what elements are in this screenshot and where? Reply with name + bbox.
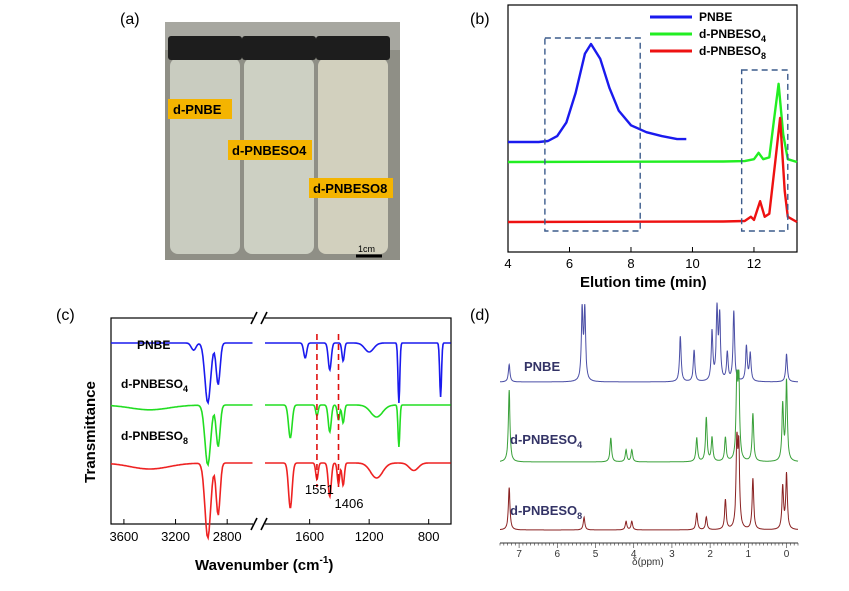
chart-d-series-pnbe bbox=[500, 302, 798, 383]
chart-c-series-d-pnbeso8-right bbox=[265, 462, 451, 509]
photo-label-d-pnbeso8: d-PNBESO8 bbox=[313, 181, 387, 196]
chart-c-annotation-label: 1551 bbox=[305, 482, 334, 497]
chart-d-xtick-label: 5 bbox=[593, 549, 599, 560]
photo-label-d-pnbeso4: d-PNBESO4 bbox=[232, 143, 307, 158]
chart-c-series-pnbe-right bbox=[265, 342, 451, 404]
chart-b-series-d-pnbeso8 bbox=[507, 116, 798, 224]
chart-b-legend-label: d-PNBESO8 bbox=[699, 44, 766, 61]
chart-d-xtick-label: 3 bbox=[669, 549, 675, 560]
chart-d-xtick-label: 0 bbox=[784, 549, 790, 560]
scale-bar-label: 1cm bbox=[358, 244, 375, 254]
chart-b-xtick-label: 6 bbox=[566, 256, 573, 271]
chart-c-break-mark bbox=[260, 311, 268, 325]
chart-b-frame bbox=[507, 4, 798, 253]
chart-c-series-pnbe-left bbox=[111, 342, 253, 406]
chart-d-series-label: PNBE bbox=[524, 359, 560, 374]
chart-d-xtick-label: 2 bbox=[707, 549, 713, 560]
panel-label-d: (d) bbox=[470, 307, 490, 324]
chart-d-series-d-pnbeso8 bbox=[500, 431, 799, 531]
chart-d-xtick-label: 1 bbox=[746, 549, 752, 560]
chart-b-dashed-box bbox=[740, 69, 789, 232]
panel-label-c: (c) bbox=[56, 307, 75, 324]
chart-d-series-d-pnbeso4 bbox=[499, 369, 799, 463]
chart-b-dashed-box bbox=[544, 37, 641, 232]
chart-d-series-label: d-PNBESO8 bbox=[510, 503, 582, 521]
chart-d-series-label: d-PNBESO4 bbox=[510, 432, 582, 450]
panel-label-b: (b) bbox=[470, 11, 490, 28]
chart-c-xtick-label: 1600 bbox=[295, 529, 324, 544]
chart-b-xtick-label: 12 bbox=[747, 256, 761, 271]
chart-d-xtick-label: 7 bbox=[516, 549, 522, 560]
chart-b-legend-label: d-PNBESO4 bbox=[699, 27, 766, 44]
chart-b-xtick-label: 4 bbox=[504, 256, 511, 271]
chart-c-xtick-label: 800 bbox=[418, 529, 440, 544]
chart-c-series-d-pnbeso4-left bbox=[110, 404, 253, 468]
chart-c-series-label: PNBE bbox=[137, 338, 170, 352]
vial-photo: d-PNBE d-PNBESO4 d-PNBESO8 1cm bbox=[165, 22, 400, 260]
chart-d-xlabel: δ(ppm) bbox=[632, 557, 664, 568]
chart-c-break-gap-top bbox=[253, 314, 265, 322]
chart-c-break-mark bbox=[260, 517, 268, 531]
chart-c-ylabel: Transmittance bbox=[82, 381, 99, 483]
chart-c-xlabel: Wavenumber (cm-1) bbox=[195, 555, 333, 574]
chart-d-xtick-label: 4 bbox=[631, 549, 637, 560]
chart-ftir: 3600 3200 2800 1600 1200 800 PNBE d-PNBESO4 d-PN… bbox=[109, 311, 452, 544]
chart-b-legend-label: PNBE bbox=[699, 10, 732, 24]
chart-c-series-label: d-PNBESO8 bbox=[121, 429, 188, 446]
chart-b-xtick-label: 10 bbox=[685, 256, 699, 271]
chart-c-annotation-label: 1406 bbox=[335, 496, 364, 511]
chart-d-xtick-label: 6 bbox=[555, 549, 561, 560]
chart-c-frame bbox=[110, 317, 452, 525]
chart-b-series-d-pnbeso4 bbox=[507, 82, 798, 164]
chart-c-xtick-label: 3200 bbox=[161, 529, 190, 544]
vial-3 bbox=[318, 58, 388, 254]
chart-c-series-d-pnbeso4-right bbox=[265, 404, 451, 448]
chart-c-series-label: d-PNBESO4 bbox=[121, 377, 188, 394]
chart-b-xlabel: Elution time (min) bbox=[580, 274, 707, 291]
chart-c-xtick-label: 2800 bbox=[213, 529, 242, 544]
chart-nmr: 7 6 5 4 3 2 1 0 PNBE d-PNBESO4 d-PNBESO8 bbox=[499, 302, 799, 560]
chart-c-xtick-label: 3600 bbox=[109, 529, 138, 544]
chart-c-xtick-label: 1200 bbox=[355, 529, 384, 544]
chart-c-break-mark bbox=[250, 517, 258, 531]
chart-b-series-pnbe bbox=[508, 42, 687, 144]
chart-c-break-gap-bottom bbox=[253, 520, 265, 528]
chart-c-break-mark bbox=[250, 311, 258, 325]
photo-label-d-pnbe: d-PNBE bbox=[173, 102, 222, 117]
chart-c-series-d-pnbeso8-left bbox=[110, 462, 253, 541]
panel-label-a: (a) bbox=[120, 11, 140, 28]
chart-b-xtick-label: 8 bbox=[627, 256, 634, 271]
